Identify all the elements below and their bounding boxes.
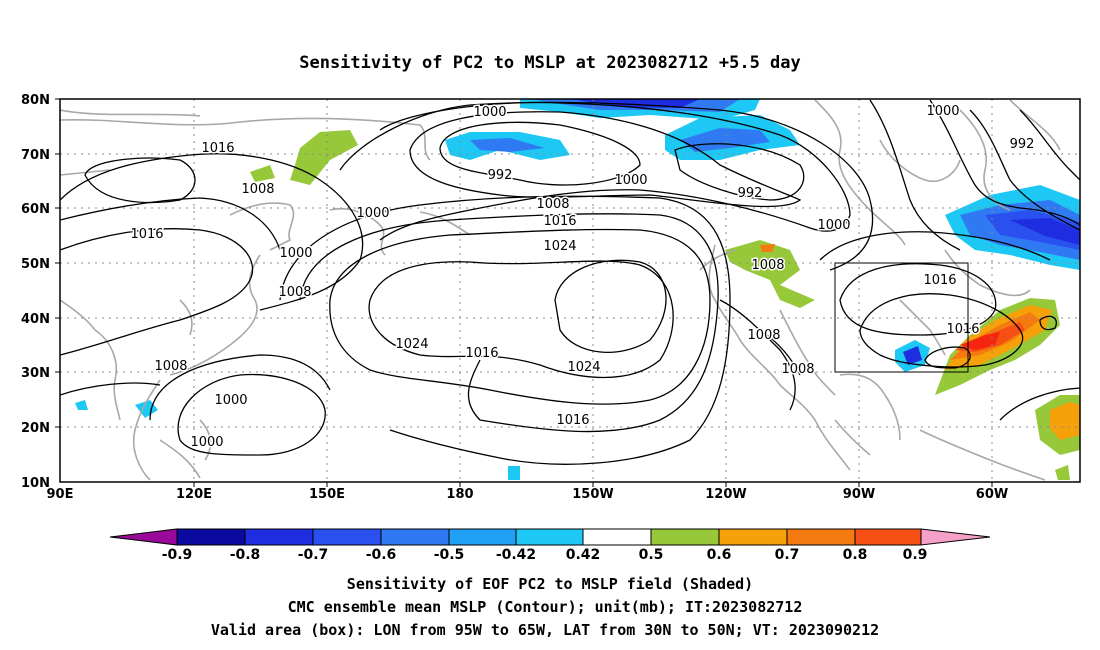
colorbar-label: 0.8 xyxy=(843,547,868,563)
lon-tick-label: 180 xyxy=(446,487,473,502)
contour-label: 992 xyxy=(738,186,763,201)
contour-label: 1000 xyxy=(214,393,247,408)
contour-label: 1016 xyxy=(556,413,589,428)
map-border xyxy=(59,98,1081,483)
colorbar-segment xyxy=(176,528,246,546)
colorbar-right-triangle xyxy=(920,528,991,546)
colorbar-labels: -0.9 -0.8 -0.7 -0.6 -0.5 -0.42 0.42 0.5 … xyxy=(162,547,928,563)
longitude-ticks: 90E 120E 150E 180 150W 120W 90W 60W xyxy=(47,482,1008,502)
lat-tick-label: 10N xyxy=(21,476,50,491)
map-title: Sensitivity of PC2 to MSLP at 2023082712… xyxy=(299,53,801,73)
lon-tick-label: 60W xyxy=(976,487,1008,502)
lat-tick-label: 60N xyxy=(21,202,50,217)
colorbar-segment xyxy=(650,528,720,546)
map-area xyxy=(60,99,1080,482)
contour-label: 1000 xyxy=(926,104,959,119)
contour-label: 1000 xyxy=(279,246,312,261)
lon-tick-label: 150W xyxy=(572,487,613,502)
contour-label: 1000 xyxy=(614,173,647,188)
colorbar-segment xyxy=(786,528,856,546)
contour-label: 1024 xyxy=(567,360,600,375)
lon-tick-label: 90W xyxy=(843,487,875,502)
colorbar-label: -0.42 xyxy=(496,547,536,563)
colorbar-segment xyxy=(582,528,652,546)
lon-tick-label: 120W xyxy=(705,487,746,502)
contour-label: 1008 xyxy=(536,197,569,212)
colorbar-segment xyxy=(380,528,450,546)
colorbar-segment xyxy=(244,528,314,546)
contour-label: 1000 xyxy=(817,218,850,233)
contour-label: 1008 xyxy=(241,182,274,197)
contour-label: 1008 xyxy=(781,362,814,377)
contour-label: 1008 xyxy=(278,285,311,300)
gridlines xyxy=(60,99,1080,482)
latitude-ticks: 80N 70N 60N 50N 40N 30N 20N 10N xyxy=(21,93,60,491)
colorbar-segment xyxy=(718,528,788,546)
contour-label: 1000 xyxy=(356,206,389,221)
valid-area-box xyxy=(834,262,969,373)
contour-label: 1016 xyxy=(543,214,576,229)
lon-tick-label: 150E xyxy=(309,487,345,502)
coastlines xyxy=(60,99,1061,481)
lon-tick-label: 120E xyxy=(176,487,212,502)
lat-tick-label: 30N xyxy=(21,366,50,381)
colorbar-segment xyxy=(854,528,922,546)
lat-tick-label: 50N xyxy=(21,257,50,272)
contour-label: 1000 xyxy=(190,435,223,450)
contour-label: 1016 xyxy=(201,141,234,156)
caption-line-2: CMC ensemble mean MSLP (Contour); unit(m… xyxy=(288,598,803,616)
contour-label: 1016 xyxy=(130,227,163,242)
contour-label: 1016 xyxy=(923,273,956,288)
contour-label: 1024 xyxy=(543,239,576,254)
lat-tick-label: 80N xyxy=(21,93,50,108)
contour-labels: 1000 1016 1008 1016 1000 1008 1000 992 1… xyxy=(129,103,1036,452)
colorbar-label: -0.7 xyxy=(298,547,329,563)
contour-label: 1008 xyxy=(747,328,780,343)
caption-line-3: Valid area (box): LON from 95W to 65W, L… xyxy=(211,621,879,639)
lat-tick-label: 70N xyxy=(21,148,50,163)
colorbar-segment xyxy=(312,528,382,546)
colorbar-label: 0.5 xyxy=(639,547,664,563)
caption-line-1: Sensitivity of EOF PC2 to MSLP field (Sh… xyxy=(347,575,753,593)
contour-label: 1016 xyxy=(465,346,498,361)
contour-label: 1008 xyxy=(751,258,784,273)
colorbar-label: -0.8 xyxy=(230,547,261,563)
contour-label: 992 xyxy=(1010,137,1035,152)
colorbar-label: 0.6 xyxy=(707,547,732,563)
shade-siberia-positive xyxy=(290,130,358,185)
contour-label: 1016 xyxy=(946,322,979,337)
contour-label: 1008 xyxy=(154,359,187,374)
colorbar-segment xyxy=(515,528,584,546)
colorbar-left-triangle xyxy=(109,528,178,546)
contour-label: 1024 xyxy=(395,337,428,352)
colorbar-segment xyxy=(448,528,517,546)
colorbar-label: 0.7 xyxy=(775,547,800,563)
colorbar-label: -0.5 xyxy=(434,547,465,563)
colorbar-label: 0.42 xyxy=(566,547,601,563)
colorbar-label: -0.9 xyxy=(162,547,193,563)
mslp-contours xyxy=(60,99,1080,465)
lon-tick-label: 90E xyxy=(47,487,74,502)
lat-tick-label: 40N xyxy=(21,312,50,327)
colorbar-label: 0.9 xyxy=(903,547,928,563)
lat-tick-label: 20N xyxy=(21,421,50,436)
shade-westcoast-positive xyxy=(725,240,815,308)
contour-label: 992 xyxy=(488,168,513,183)
colorbar xyxy=(109,528,991,546)
colorbar-label: -0.6 xyxy=(366,547,397,563)
contour-label: 1000 xyxy=(473,105,506,120)
